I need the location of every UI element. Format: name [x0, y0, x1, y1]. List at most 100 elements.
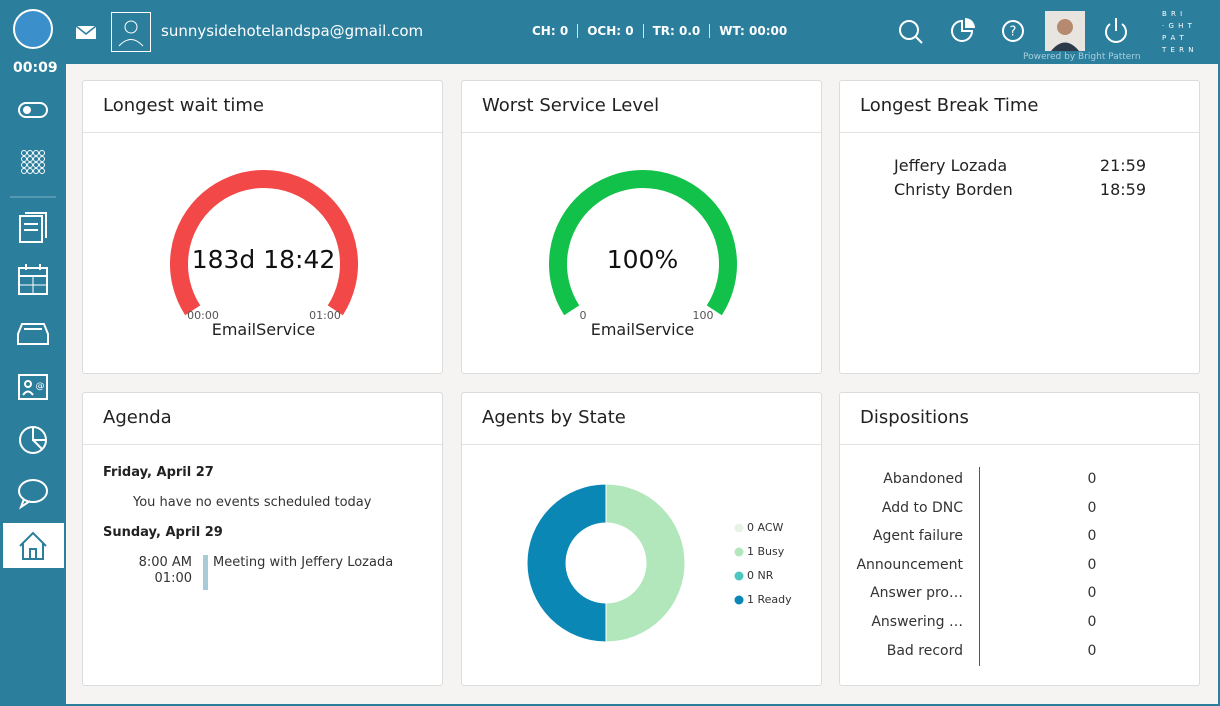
card-header: Agents by State [462, 393, 821, 445]
gauge-value: 183d 18:42 [191, 245, 336, 274]
powered-by: Powered by Bright Pattern [1023, 52, 1141, 62]
card-title: Agents by State [482, 407, 626, 428]
card-title: Agenda [103, 407, 172, 428]
card-title: Worst Service Level [482, 95, 660, 116]
legend-state: ACW [758, 521, 784, 534]
calendar-icon[interactable] [18, 264, 48, 295]
gauge-max: 100 [692, 309, 714, 322]
card-title: Longest wait time [103, 95, 264, 116]
disposition-name: Announcement [856, 556, 963, 573]
legend-label: 0 NR [747, 569, 774, 582]
agenda-card: Agenda Friday, April 27 You have no even… [82, 392, 443, 686]
gauge-min: 0 [579, 309, 587, 322]
logout-icon[interactable] [1105, 18, 1127, 43]
legend-count: 1 [747, 593, 754, 606]
wait-time-card: Longest wait time 183d 18:42 00:00 01:00… [82, 80, 443, 374]
agents-card: Agents by State 0 ACW 1 Busy 0 NR 1 Ready [461, 392, 822, 686]
legend-label: 1 Busy [747, 545, 785, 558]
card-header: Dispositions [840, 393, 1199, 445]
disposition-count: 0 [1087, 499, 1097, 516]
gauge [549, 170, 737, 316]
gauge [170, 170, 358, 316]
card-header: Worst Service Level [462, 81, 821, 133]
mail-icon[interactable] [75, 25, 97, 39]
event-bar [203, 555, 208, 590]
logo: B R I · G H T P A T T E R N [1162, 8, 1194, 56]
timer: 00:09 [13, 60, 58, 76]
dispositions-card: Dispositions Abandoned 0 Add to DNC 0 Agent … [839, 392, 1200, 686]
legend-count: 0 [747, 569, 754, 582]
break-duration: 18:59 [1099, 180, 1146, 199]
help-icon[interactable]: ? [1002, 20, 1024, 42]
disposition-name: Answering … [871, 614, 963, 630]
disposition-name: Bad record [886, 642, 963, 659]
card-title: Dispositions [860, 407, 969, 428]
reports-nav-icon[interactable] [19, 426, 47, 454]
disposition-count: 0 [1087, 471, 1097, 487]
disposition-count: 0 [1087, 642, 1097, 659]
gauge-max: 01:00 [309, 309, 341, 322]
gauge-value: 100% [606, 245, 679, 274]
card-header: Agenda [83, 393, 442, 445]
sidebar: @ [3, 102, 64, 568]
search-icon[interactable] [899, 20, 923, 44]
agent-name: Christy Borden [894, 180, 1013, 199]
agenda-date: Friday, April 27 [103, 465, 214, 480]
svg-text:?: ? [1010, 25, 1017, 40]
directory-icon[interactable]: @ [18, 374, 48, 400]
break-time-card: Longest Break Time Jeffery Lozada 21:59 … [839, 80, 1200, 374]
logo-line: T E R N [1162, 46, 1195, 54]
dialpad-icon[interactable] [21, 150, 45, 174]
logo-line: P A T [1162, 34, 1185, 42]
disposition-count: 0 [1087, 585, 1097, 602]
disposition-name: Agent failure [872, 528, 963, 545]
chat-icon[interactable] [18, 479, 48, 510]
legend-state: Busy [758, 545, 785, 558]
card-title: Longest Break Time [860, 95, 1039, 116]
disposition-name: Abandoned [883, 471, 963, 487]
inbox-icon[interactable] [17, 323, 49, 345]
reports-icon[interactable] [951, 18, 975, 42]
gauge-arc [170, 170, 358, 316]
legend-count: 1 [747, 545, 754, 558]
legend-swatch [734, 523, 744, 533]
agenda-empty: You have no events scheduled today [133, 495, 372, 510]
break-duration: 21:59 [1099, 156, 1146, 175]
disposition-count: 0 [1087, 556, 1097, 573]
user-photo[interactable] [1045, 11, 1085, 51]
disposition-count: 0 [1087, 528, 1097, 545]
home-tab[interactable] [3, 523, 64, 568]
legend-swatch [734, 571, 744, 581]
logo-line: B R I [1162, 10, 1184, 18]
divider [979, 467, 980, 666]
donut-chart: 0 ACW 1 Busy 0 NR 1 Ready [526, 483, 792, 643]
stat: OCH: 0 [577, 24, 642, 38]
user-email: sunnysidehotelandspa@gmail.com [161, 22, 424, 40]
contact-icon[interactable] [111, 12, 151, 52]
donut-segment [605, 483, 686, 643]
event-title[interactable]: Meeting with Jeffery Lozada [213, 555, 394, 570]
card-header: Longest Break Time [840, 81, 1199, 133]
gauge-label: EmailService [590, 320, 695, 339]
legend-label: 0 ACW [747, 521, 784, 534]
svg-text:@: @ [36, 382, 45, 392]
stat: TR: 0.0 [642, 24, 710, 38]
service-level-card: Worst Service Level 100% 0 100 EmailServ… [461, 80, 822, 374]
forms-icon[interactable] [19, 212, 47, 243]
status-button[interactable] [13, 9, 53, 49]
disposition-count: 0 [1087, 614, 1097, 630]
event-start: 8:00 AM [138, 555, 192, 570]
stat: WT: 00:00 [709, 24, 796, 38]
gauge-min: 00:00 [187, 309, 219, 322]
legend-swatch [734, 595, 744, 605]
legend-label: 1 Ready [747, 593, 792, 606]
disposition-name: Answer pro… [870, 585, 963, 602]
donut-segment [526, 483, 607, 643]
toggle-icon[interactable] [18, 102, 48, 118]
gauge-label: EmailService [211, 320, 316, 339]
home-icon[interactable] [19, 531, 47, 560]
legend-state: Ready [758, 593, 793, 606]
top-bar: ? [13, 9, 1127, 52]
disposition-name: Add to DNC [881, 499, 963, 516]
